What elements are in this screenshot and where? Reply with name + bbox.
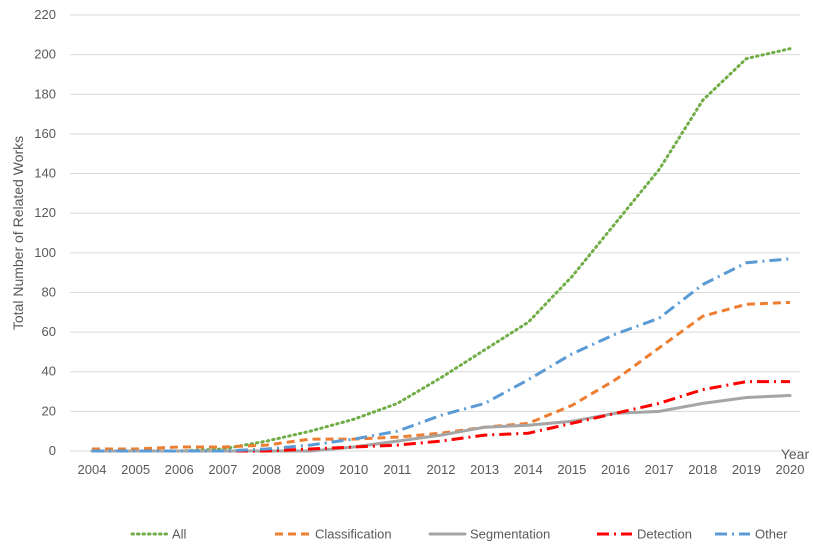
series-line-classification [92,300,791,451]
x-tick-label: 2017 [645,462,674,477]
x-tick-label: 2015 [557,462,586,477]
y-axis-ticks: 0 20 40 60 80 100 120 140 160 180 200 220 [34,7,56,458]
series-lines [90,47,792,453]
x-tick-label: 2012 [427,462,456,477]
x-axis-title: Year [781,446,810,462]
legend-label-segmentation: Segmentation [470,527,550,542]
y-tick-label: 20 [42,403,56,418]
series-line-all [90,47,792,453]
x-tick-label: 2009 [296,462,325,477]
x-tick-label: 2010 [339,462,368,477]
y-tick-label: 220 [34,7,56,22]
x-tick-label: 2014 [514,462,543,477]
x-tick-label: 2006 [165,462,194,477]
y-tick-label: 100 [34,245,56,260]
y-tick-label: 80 [42,284,56,299]
series-line-other [92,257,791,453]
y-tick-label: 160 [34,126,56,141]
x-tick-label: 2016 [601,462,630,477]
x-tick-label: 2005 [121,462,150,477]
y-tick-label: 180 [34,86,56,101]
legend-label-classification: Classification [315,527,392,542]
y-tick-label: 140 [34,166,56,181]
x-tick-label: 2011 [383,462,411,477]
x-tick-label: 2013 [470,462,499,477]
x-tick-label: 2019 [732,462,761,477]
y-axis-title: Total Number of Related Works [10,136,26,330]
legend: All Classification Segmentation Detection Ot… [130,527,788,542]
x-axis-ticks: 2004 2005 2006 2007 2008 2009 2010 2011 2012 2013… [78,462,805,477]
y-tick-label: 60 [42,324,56,339]
y-tick-label: 0 [49,443,56,458]
legend-label-detection: Detection [637,527,692,542]
x-tick-label: 2007 [208,462,237,477]
gridlines [70,14,800,452]
series-line-detection [92,380,790,453]
x-tick-label: 2018 [688,462,717,477]
y-tick-label: 40 [42,364,56,379]
y-tick-label: 120 [34,205,56,220]
x-tick-label: 2008 [252,462,281,477]
x-tick-label: 2020 [776,462,805,477]
y-tick-label: 200 [34,47,56,62]
legend-label-all: All [172,527,187,542]
series-line-segmentation [90,394,792,453]
legend-label-other: Other [755,527,788,542]
x-tick-label: 2004 [78,462,107,477]
